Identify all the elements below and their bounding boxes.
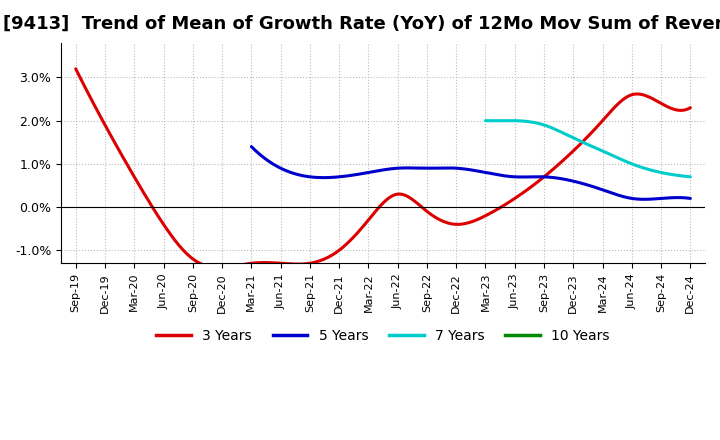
- Legend: 3 Years, 5 Years, 7 Years, 10 Years: 3 Years, 5 Years, 7 Years, 10 Years: [151, 324, 615, 349]
- Title: [9413]  Trend of Mean of Growth Rate (YoY) of 12Mo Mov Sum of Revenues: [9413] Trend of Mean of Growth Rate (YoY…: [3, 15, 720, 33]
